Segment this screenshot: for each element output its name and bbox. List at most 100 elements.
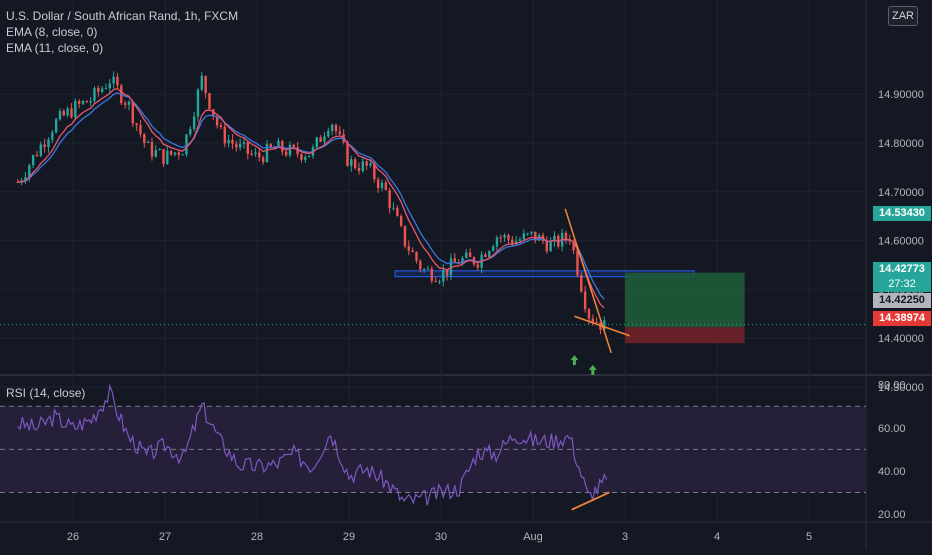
candle-body (564, 232, 568, 240)
time-tick-label: 3 (622, 531, 628, 543)
candle-body (442, 270, 445, 282)
ema-fast-legend[interactable]: EMA (8, close, 0) (6, 25, 98, 39)
candle-body (484, 254, 487, 257)
candle-body (35, 154, 39, 157)
time-tick-label: 29 (343, 531, 355, 543)
candle-body (553, 235, 556, 242)
candle-body (39, 144, 42, 157)
candle-body (426, 268, 430, 270)
candle-body (212, 109, 215, 117)
candle-body (445, 270, 449, 276)
candle-body (85, 100, 88, 103)
candle-body (514, 240, 518, 245)
time-tick-label: 5 (806, 531, 812, 543)
candle-body (415, 252, 418, 261)
stop-zone[interactable] (625, 327, 745, 344)
candle-body (534, 231, 537, 241)
price-tick-label: 14.60000 (878, 236, 924, 248)
candle-body (154, 150, 157, 157)
candle-body (100, 88, 104, 92)
chart-legend: U.S. Dollar / South African Rand, 1h, FX… (6, 8, 238, 56)
candle-body (58, 110, 62, 120)
candle-body (54, 119, 58, 133)
time-tick-label: Aug (523, 531, 543, 543)
candle-body (419, 260, 422, 270)
time-tick-label: 28 (251, 531, 263, 543)
candle-body (595, 321, 598, 323)
candle-body (108, 83, 111, 89)
candle-body (143, 133, 146, 143)
candle-body (376, 179, 380, 189)
candle-body (407, 246, 410, 251)
candle-body (438, 281, 441, 283)
rsi-tick-label: 40.00 (878, 466, 906, 478)
candle-body (369, 163, 372, 166)
target-price-tag: 14.53430 (873, 206, 931, 221)
candle-body (603, 320, 606, 330)
candle-body (127, 101, 131, 105)
candle-body (403, 225, 407, 247)
candle-body (181, 154, 184, 156)
rsi-divergence-line[interactable] (571, 491, 610, 511)
candle-body (208, 93, 211, 110)
candle-body (388, 189, 391, 209)
symbol-title[interactable]: U.S. Dollar / South African Rand, 1h, FX… (6, 9, 239, 23)
candle-body (192, 116, 196, 129)
candle-body (146, 141, 150, 143)
candle-body (31, 154, 35, 166)
candle-body (587, 309, 591, 319)
currency-badge[interactable]: ZAR (888, 6, 918, 26)
stop-price-tag: 14.38974 (873, 311, 931, 326)
candle-body (131, 101, 134, 124)
target-zone[interactable] (625, 272, 745, 328)
price-tick-label: 14.40000 (878, 333, 924, 345)
candle-body (258, 152, 261, 158)
candle-body (51, 132, 54, 140)
candle-body (173, 152, 177, 155)
candle-body (162, 149, 165, 164)
candle-body (334, 124, 338, 132)
candle-body (265, 143, 269, 163)
candle-body (488, 250, 491, 257)
candle-body (350, 159, 353, 166)
candle-body (74, 101, 77, 118)
candle-body (166, 150, 169, 164)
candle-body (549, 241, 552, 252)
candle-body (28, 165, 31, 178)
candle-body (123, 102, 127, 105)
candle-body (77, 101, 81, 104)
candle-body (281, 140, 284, 152)
candle-body (24, 177, 27, 181)
entry-price-tag: 14.42250 (873, 293, 931, 308)
candle-body (465, 252, 468, 258)
candle-body (204, 75, 207, 94)
candle-body (518, 239, 522, 241)
candle-body (223, 126, 226, 144)
candle-body (104, 88, 108, 90)
candle-body (242, 142, 246, 144)
candle-body (522, 233, 525, 240)
candle-body (66, 108, 69, 116)
candle-body (235, 143, 238, 148)
candle-body (139, 125, 142, 134)
rsi-tick-label: 80.00 (878, 380, 906, 392)
ema-slow-legend[interactable]: EMA (11, close, 0) (6, 41, 104, 55)
trendline-drawing[interactable] (574, 315, 630, 337)
rsi-legend[interactable]: RSI (14, close) (6, 386, 86, 400)
candle-body (323, 136, 326, 142)
candle-body (330, 124, 334, 131)
time-tick-label: 27 (159, 531, 171, 543)
up-arrow-marker[interactable] (588, 364, 597, 375)
candle-body (116, 76, 119, 86)
candle-body (150, 141, 154, 157)
candle-body (177, 152, 180, 155)
candle-body (254, 152, 257, 154)
trendline-drawing[interactable] (564, 208, 612, 354)
time-tick-label: 4 (714, 531, 720, 543)
candle-body (158, 149, 161, 151)
time-tick-label: 30 (435, 531, 447, 543)
candle-body (300, 154, 303, 160)
up-arrow-marker[interactable] (570, 355, 579, 366)
